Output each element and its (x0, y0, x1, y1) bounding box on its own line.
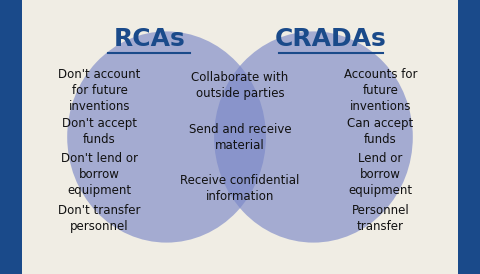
Text: Don't transfer
personnel: Don't transfer personnel (59, 204, 141, 233)
Text: Collaborate with
outside parties: Collaborate with outside parties (192, 71, 288, 100)
Text: Accounts for
future
inventions: Accounts for future inventions (344, 68, 417, 113)
Text: Personnel
transfer: Personnel transfer (351, 204, 409, 233)
Ellipse shape (214, 32, 413, 242)
Text: Can accept
funds: Can accept funds (347, 117, 414, 146)
Text: Don't account
for future
inventions: Don't account for future inventions (59, 68, 141, 113)
Text: Don't lend or
borrow
equipment: Don't lend or borrow equipment (61, 152, 138, 197)
Text: CRADAs: CRADAs (275, 27, 386, 51)
Text: Send and receive
material: Send and receive material (189, 122, 291, 152)
Text: Lend or
borrow
equipment: Lend or borrow equipment (348, 152, 412, 197)
Text: RCAs: RCAs (113, 27, 185, 51)
Text: Don't accept
funds: Don't accept funds (62, 117, 137, 146)
Ellipse shape (67, 32, 266, 242)
Text: Receive confidential
information: Receive confidential information (180, 174, 300, 203)
